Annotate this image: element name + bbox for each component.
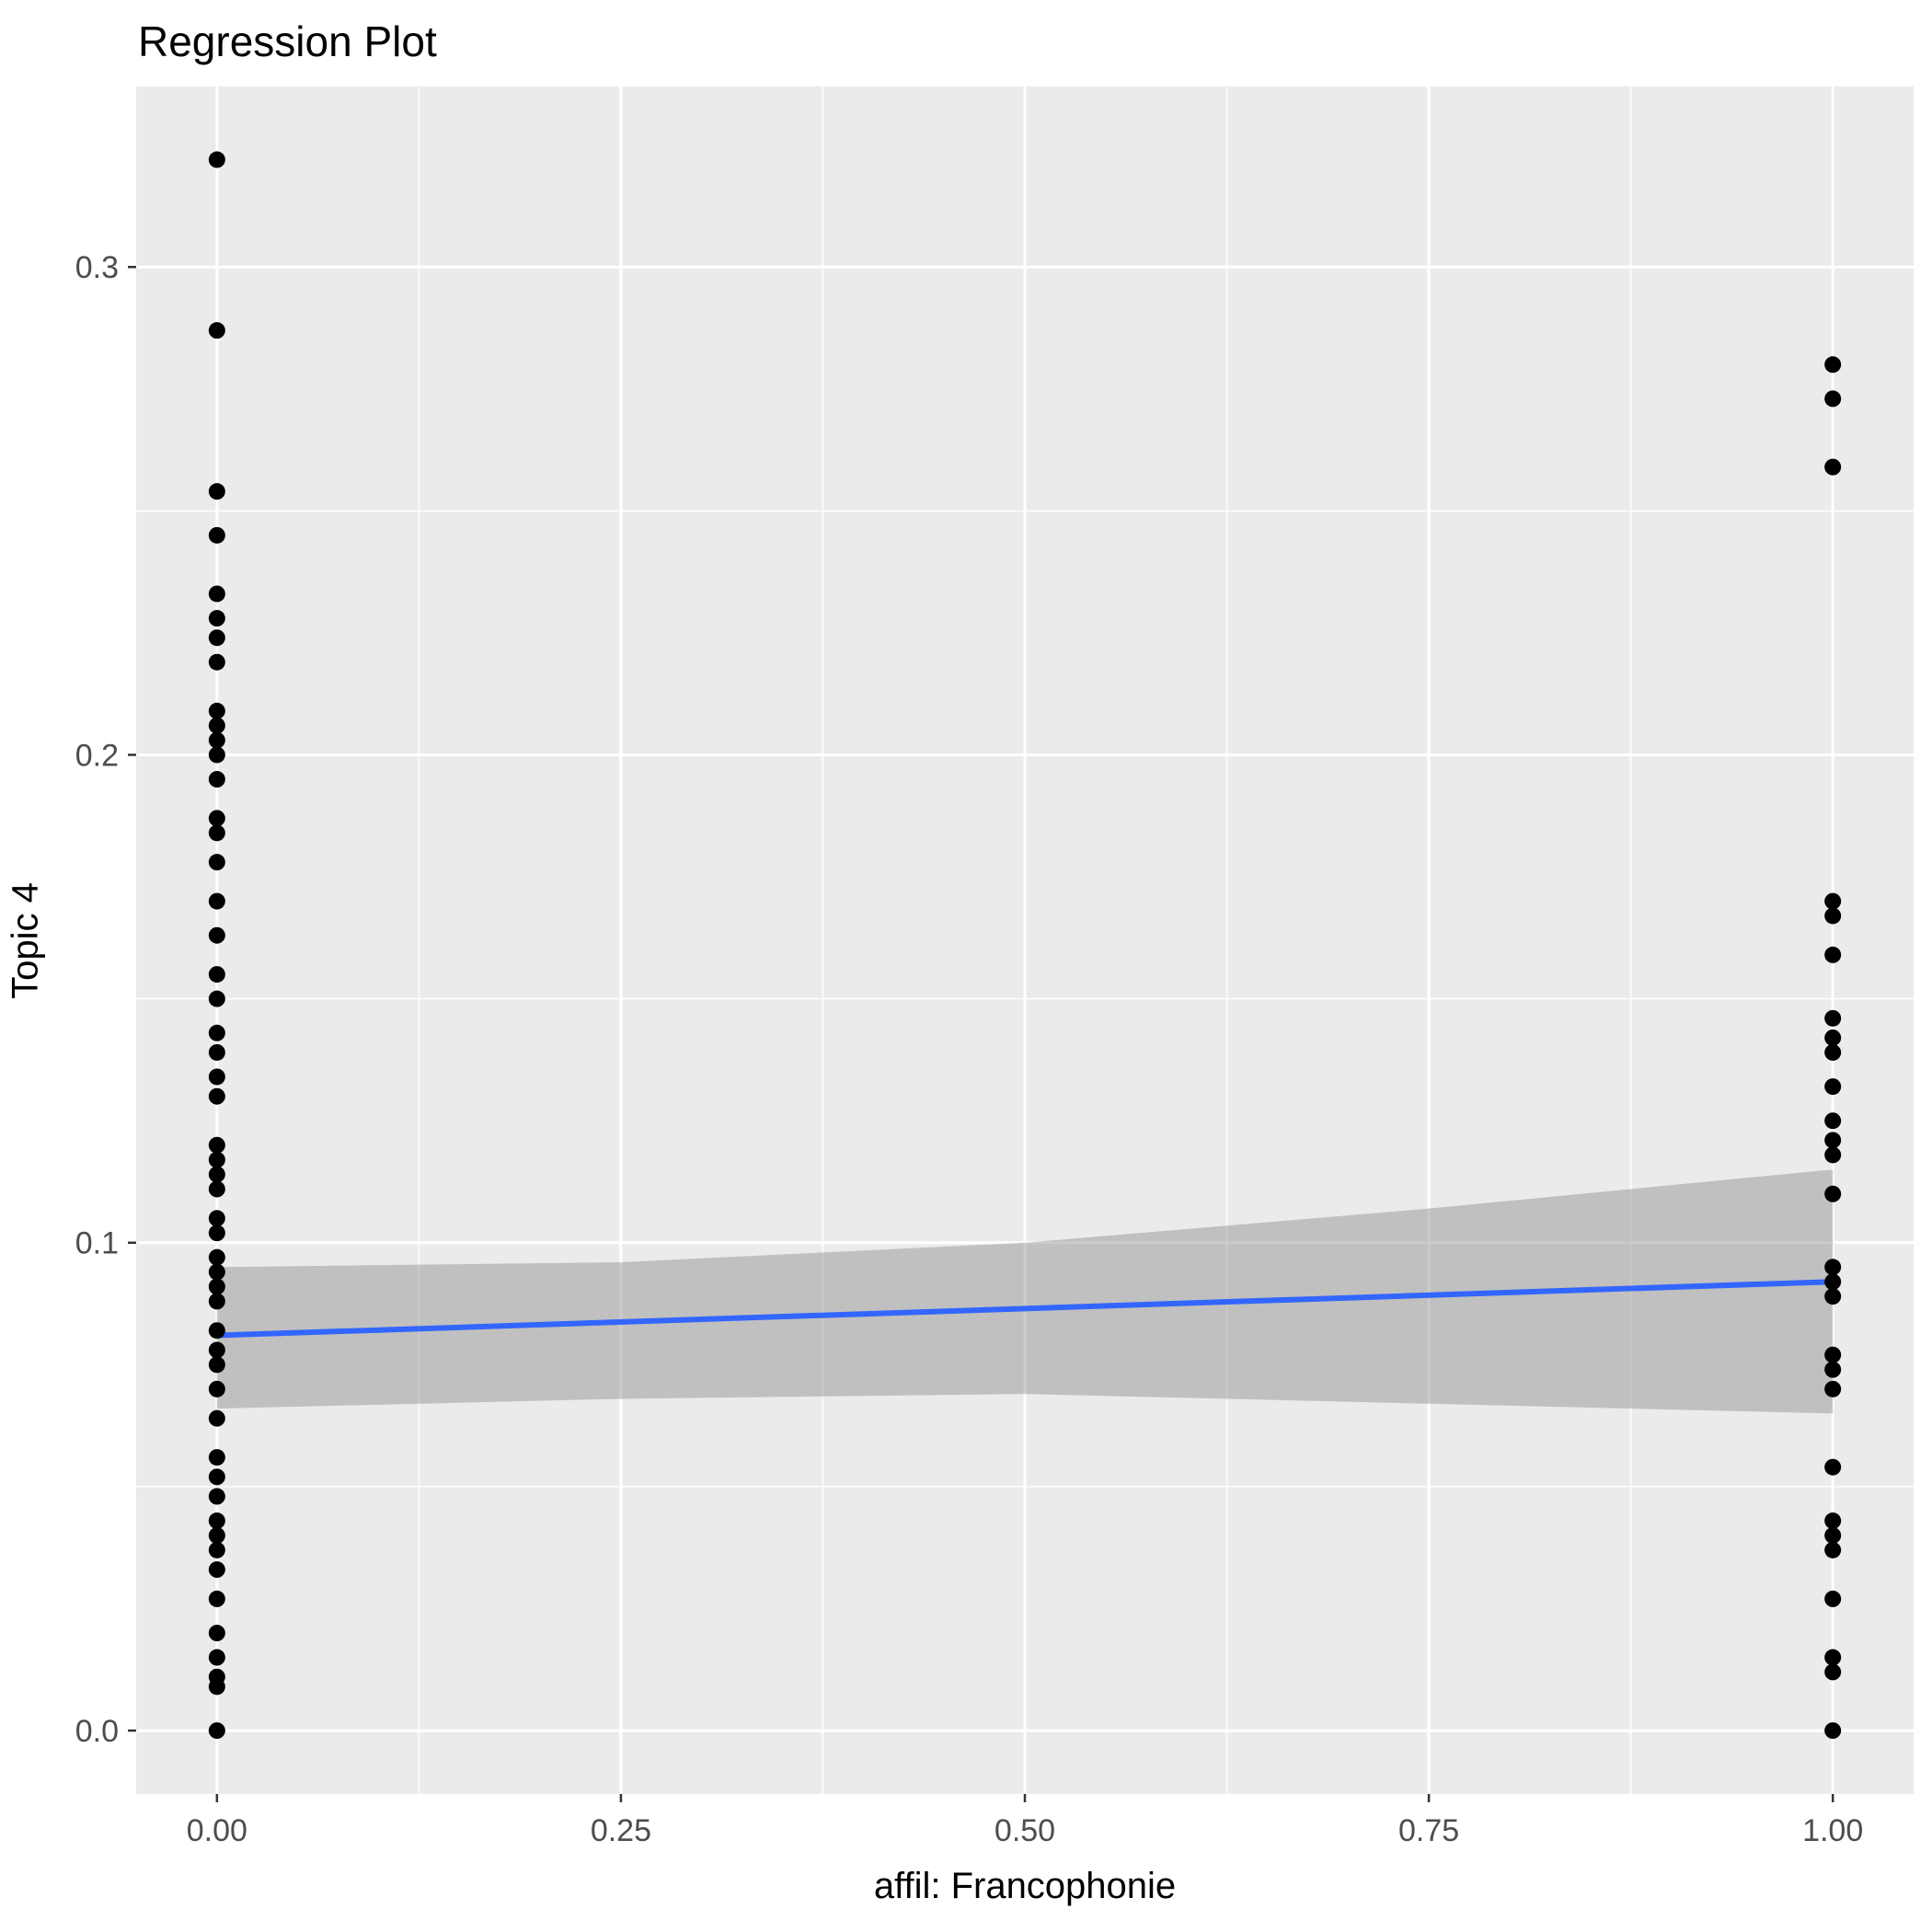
data-point bbox=[1824, 907, 1842, 925]
data-point bbox=[208, 1526, 225, 1544]
data-point bbox=[208, 1087, 225, 1105]
data-point bbox=[208, 892, 225, 910]
data-point bbox=[208, 610, 225, 627]
data-point bbox=[208, 990, 225, 1007]
data-point bbox=[208, 1488, 225, 1505]
data-point bbox=[208, 322, 225, 339]
data-point bbox=[208, 810, 225, 827]
regression-line bbox=[213, 1279, 1836, 1339]
data-point bbox=[208, 1068, 225, 1086]
data-point bbox=[208, 1380, 225, 1397]
data-point bbox=[208, 1512, 225, 1530]
data-point bbox=[208, 1649, 225, 1666]
data-point bbox=[208, 731, 225, 749]
data-point bbox=[1824, 1078, 1842, 1096]
data-point bbox=[1824, 1512, 1842, 1530]
data-point bbox=[208, 1043, 225, 1061]
data-point bbox=[1824, 458, 1842, 476]
data-point bbox=[1824, 1185, 1842, 1202]
x-tick-label: 0.75 bbox=[1398, 1813, 1459, 1848]
data-point bbox=[208, 1541, 225, 1558]
data-point bbox=[208, 1024, 225, 1041]
data-point bbox=[1824, 1112, 1842, 1130]
y-tick-label: 0.1 bbox=[75, 1226, 119, 1261]
data-point bbox=[208, 1722, 225, 1740]
chart-title: Regression Plot bbox=[138, 17, 437, 65]
data-point bbox=[1824, 1132, 1842, 1149]
data-point bbox=[208, 1151, 225, 1168]
x-tick-label: 1.00 bbox=[1802, 1813, 1863, 1848]
data-point bbox=[208, 1625, 225, 1642]
data-point bbox=[208, 585, 225, 603]
x-tick-label: 0.50 bbox=[995, 1813, 1055, 1848]
data-point bbox=[208, 483, 225, 500]
data-point bbox=[1824, 1380, 1842, 1397]
y-tick-label: 0.0 bbox=[75, 1714, 119, 1749]
data-point bbox=[208, 1210, 225, 1227]
data-point bbox=[208, 629, 225, 647]
data-point bbox=[208, 1409, 225, 1427]
data-point bbox=[208, 1248, 225, 1266]
data-point bbox=[1824, 1649, 1842, 1666]
data-point bbox=[208, 1263, 225, 1281]
data-point bbox=[208, 771, 225, 788]
data-point bbox=[208, 1293, 225, 1310]
data-point bbox=[1824, 1273, 1842, 1291]
data-point bbox=[208, 1590, 225, 1607]
data-point bbox=[208, 926, 225, 944]
data-point bbox=[1824, 1288, 1842, 1305]
data-point bbox=[1824, 1259, 1842, 1276]
data-point bbox=[1824, 1590, 1842, 1607]
data-point bbox=[1824, 390, 1842, 408]
data-point bbox=[208, 1678, 225, 1696]
y-tick-label: 0.2 bbox=[75, 738, 119, 773]
data-point bbox=[208, 824, 225, 842]
data-point bbox=[208, 1468, 225, 1486]
x-tick-label: 0.25 bbox=[591, 1813, 651, 1848]
data-point bbox=[208, 746, 225, 764]
data-point bbox=[208, 1180, 225, 1198]
data-point bbox=[208, 1449, 225, 1466]
data-point bbox=[1824, 1458, 1842, 1476]
data-point bbox=[208, 1561, 225, 1579]
data-point bbox=[1824, 356, 1842, 374]
data-point bbox=[1824, 1722, 1842, 1740]
data-point bbox=[1824, 946, 1842, 963]
data-point bbox=[208, 702, 225, 719]
data-point bbox=[1824, 1346, 1842, 1363]
data-point bbox=[1824, 1541, 1842, 1558]
data-point bbox=[208, 717, 225, 734]
data-point bbox=[208, 1322, 225, 1340]
data-point bbox=[1824, 892, 1842, 910]
confidence-band bbox=[216, 1169, 1834, 1414]
data-point bbox=[1824, 1361, 1842, 1378]
data-point bbox=[208, 151, 225, 168]
data-point bbox=[1824, 1526, 1842, 1544]
data-point bbox=[208, 1356, 225, 1374]
data-point bbox=[1824, 1043, 1842, 1061]
data-point bbox=[208, 1225, 225, 1242]
data-point bbox=[1824, 1009, 1842, 1027]
data-point bbox=[208, 1166, 225, 1183]
data-point bbox=[208, 526, 225, 544]
y-axis-title: Topic 4 bbox=[5, 882, 46, 999]
y-tick-label: 0.3 bbox=[75, 250, 119, 285]
data-point bbox=[1824, 1663, 1842, 1681]
data-point bbox=[1824, 1029, 1842, 1047]
data-point bbox=[1824, 1146, 1842, 1164]
data-point bbox=[208, 1136, 225, 1154]
data-point bbox=[208, 653, 225, 671]
data-point bbox=[208, 1341, 225, 1359]
x-tick-label: 0.00 bbox=[187, 1813, 247, 1848]
x-axis-title: affil: Francophonie bbox=[873, 1866, 1177, 1906]
data-point bbox=[208, 1278, 225, 1295]
data-point bbox=[208, 854, 225, 871]
data-point bbox=[208, 966, 225, 983]
